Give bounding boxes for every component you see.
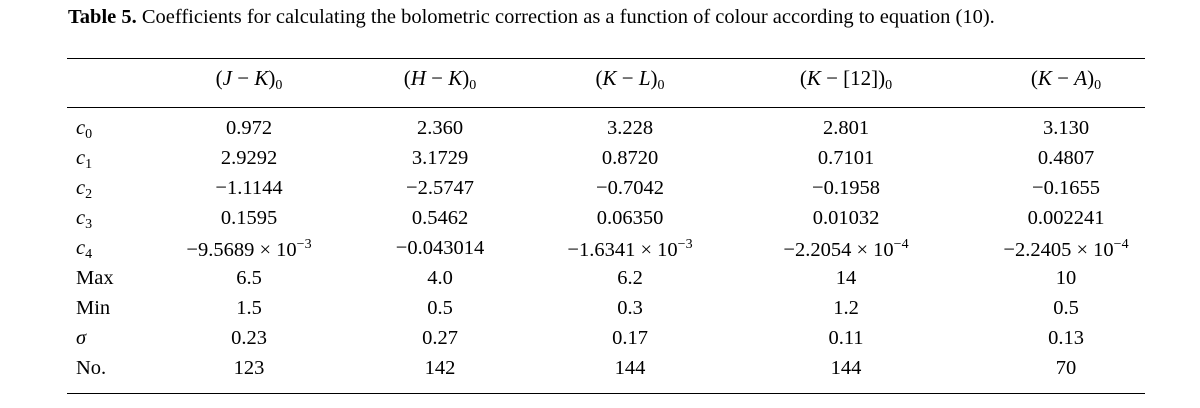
table-cell: 1.2 (833, 297, 859, 319)
table-cell: 0.7101 (817, 147, 875, 169)
column-header-var: K (806, 66, 821, 90)
table-cell: −0.7042 (596, 177, 664, 199)
table-cell: −2.5747 (406, 177, 474, 199)
column-header-var: A (1074, 66, 1088, 90)
table-cell: 2.801 (822, 117, 870, 139)
row-label: σ (76, 327, 87, 349)
table-cell: 2.9292 (220, 147, 278, 169)
table-cell: 0.1595 (220, 207, 278, 229)
row-label: c4 (76, 237, 93, 262)
table-cell: 0.13 (1048, 327, 1084, 349)
table-cell: 6.5 (236, 267, 262, 289)
column-header: (K − A)0 (1030, 66, 1102, 93)
table-row: Max 6.5 4.0 6.2 14 10 (0, 267, 1200, 297)
table-cell: 2.360 (416, 117, 464, 139)
table-cell: 0.17 (612, 327, 648, 349)
cell-exponent: −3 (677, 237, 693, 252)
column-header-var: K (602, 66, 617, 90)
column-header-subscript: 0 (657, 78, 665, 93)
table-row: c4 −9.5689 × 10−3 −0.043014 −1.6341 × 10−3−… (0, 237, 1200, 267)
table-cell: −2.2054 × 10−4 (783, 237, 909, 261)
cell-exponent: −4 (893, 237, 909, 252)
table-cell: 123 (233, 357, 265, 379)
table-cell: 144 (614, 357, 646, 379)
row-label: c0 (76, 117, 93, 142)
row-label: c3 (76, 207, 93, 232)
table-row: σ 0.23 0.27 0.17 0.11 0.13 (0, 327, 1200, 357)
caption-label: Table 5. (68, 6, 137, 28)
header-rule (67, 107, 1145, 108)
table-cell: 3.228 (606, 117, 654, 139)
table-cell: 0.8720 (601, 147, 659, 169)
bottom-rule (67, 393, 1145, 394)
table-cell: −9.5689 × 10−3 (186, 237, 312, 261)
table-cell: 1.5 (236, 297, 262, 319)
column-header-subscript: 0 (885, 78, 893, 93)
row-label-subscript: 3 (85, 217, 93, 232)
table-row: c2 −1.1144 −2.5747 −0.7042 −0.1958 −0.1655 (0, 177, 1200, 207)
table-cell: 10 (1055, 267, 1077, 289)
table-cell: −0.1958 (812, 177, 880, 199)
table-cell: 0.5462 (411, 207, 469, 229)
column-header-var: H (410, 66, 426, 90)
cell-exponent: −4 (1113, 237, 1129, 252)
table-cell: 3.130 (1042, 117, 1090, 139)
row-label-subscript: 2 (85, 187, 93, 202)
row-label-subscript: 1 (85, 157, 93, 172)
column-header-var: [12] (843, 66, 879, 90)
column-header: (H − K)0 (403, 66, 477, 93)
row-label: No. (76, 357, 107, 379)
table-cell: 0.27 (422, 327, 458, 349)
column-header: (K − [12])0 (799, 66, 893, 93)
table-row: c0 0.972 2.360 3.228 2.801 3.130 (0, 117, 1200, 147)
table-cell: −1.6341 × 10−3 (567, 237, 693, 261)
cell-exponent: −3 (296, 237, 312, 252)
table-cell: 14 (835, 267, 857, 289)
row-label-subscript: 0 (85, 127, 93, 142)
column-header-subscript: 0 (275, 78, 283, 93)
table-row: Min 1.5 0.5 0.3 1.2 0.5 (0, 297, 1200, 327)
column-header-var: K (254, 66, 269, 90)
table-cell: 0.06350 (596, 207, 664, 229)
caption-text: Coefficients for calculating the bolomet… (141, 6, 995, 28)
table-row: c3 0.1595 0.5462 0.06350 0.01032 0.002241 (0, 207, 1200, 237)
table-cell: −2.2405 × 10−4 (1003, 237, 1129, 261)
table-cell: 70 (1055, 357, 1077, 379)
row-label: c2 (76, 177, 93, 202)
table-cell: 0.23 (231, 327, 267, 349)
column-header-var: K (1037, 66, 1052, 90)
column-header-var: J (222, 66, 232, 90)
table-cell: 0.972 (225, 117, 273, 139)
table-cell: 4.0 (427, 267, 453, 289)
table-cell: 0.002241 (1027, 207, 1105, 229)
column-header: (J − K)0 (215, 66, 283, 93)
table-cell: 0.3 (617, 297, 643, 319)
row-label: c1 (76, 147, 93, 172)
column-header-subscript: 0 (469, 78, 477, 93)
table-cell: 0.5 (1053, 297, 1079, 319)
row-label-subscript: 4 (85, 247, 93, 262)
column-header-var: L (638, 66, 651, 90)
table-cell: 0.5 (427, 297, 453, 319)
top-rule (67, 58, 1145, 59)
column-header: (K − L)0 (595, 66, 665, 93)
table-caption: Table 5. Coefficients for calculating th… (68, 6, 995, 29)
table-row: c1 2.9292 3.1729 0.8720 0.7101 0.4807 (0, 147, 1200, 177)
table-cell: 0.4807 (1037, 147, 1095, 169)
table-cell: 3.1729 (411, 147, 469, 169)
column-header-subscript: 0 (1094, 78, 1102, 93)
row-label: Max (76, 267, 114, 289)
row-label: Min (76, 297, 111, 319)
table-cell: −0.043014 (395, 237, 485, 259)
table-cell: −0.1655 (1032, 177, 1100, 199)
table-cell: −1.1144 (215, 177, 283, 199)
column-header-var: K (448, 66, 463, 90)
table-cell: 144 (830, 357, 862, 379)
table-cell: 6.2 (617, 267, 643, 289)
table-cell: 0.11 (828, 327, 864, 349)
table-row: No. 123 142 144 144 70 (0, 357, 1200, 387)
table-cell: 142 (424, 357, 456, 379)
table-cell: 0.01032 (812, 207, 880, 229)
